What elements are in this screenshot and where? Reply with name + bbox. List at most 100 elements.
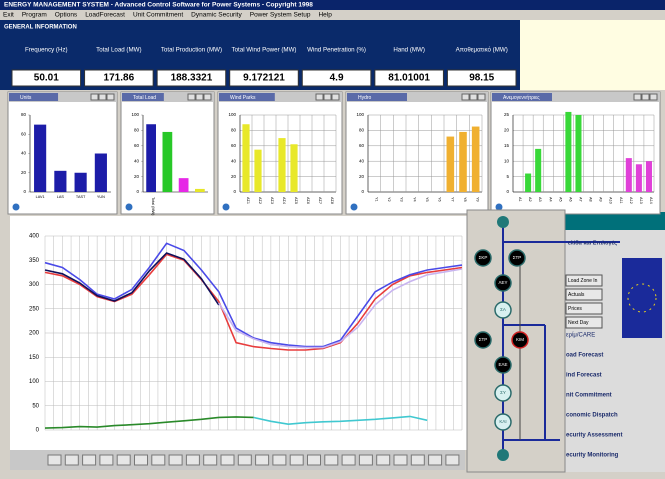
window-button[interactable] [323, 93, 332, 101]
window-button[interactable] [649, 93, 658, 101]
title-bar [0, 0, 665, 10]
hour-button[interactable] [237, 454, 252, 466]
window-button[interactable] [315, 93, 324, 101]
bar [278, 138, 286, 192]
node[interactable] [474, 249, 492, 267]
hour-button[interactable] [151, 454, 166, 466]
info-value: 81.01001 [388, 73, 430, 84]
menu-item[interactable]: Dynamic Security [191, 12, 242, 19]
hour-button[interactable] [445, 454, 460, 466]
node[interactable] [511, 331, 529, 349]
help-icon[interactable] [350, 203, 358, 211]
hour-button[interactable] [220, 454, 235, 466]
hour-button[interactable] [255, 454, 270, 466]
panel-title-bar [218, 92, 342, 102]
node[interactable] [494, 384, 512, 402]
node[interactable] [494, 356, 512, 374]
hour-button[interactable] [99, 454, 114, 466]
window-button[interactable] [187, 93, 196, 101]
hour-button[interactable] [376, 454, 391, 466]
node-label: ΕΛΕ [498, 362, 507, 367]
hour-button[interactable] [393, 454, 408, 466]
hour-button[interactable] [203, 454, 218, 466]
hour-button[interactable] [341, 454, 356, 466]
hour-button[interactable] [289, 454, 304, 466]
y-tick-label: 60 [231, 143, 237, 148]
side-menu [565, 212, 665, 472]
window-button[interactable] [98, 93, 107, 101]
panel-frame [7, 91, 118, 215]
menu-item[interactable]: Exit [3, 12, 14, 19]
window-button[interactable] [331, 93, 340, 101]
hour-button[interactable] [324, 454, 339, 466]
hour-button[interactable] [185, 454, 200, 466]
menu-item[interactable]: Unit Commitment [133, 12, 183, 19]
window-button[interactable] [477, 93, 486, 101]
window-button[interactable] [106, 93, 115, 101]
hour-button[interactable] [82, 454, 97, 466]
side-item[interactable]: ecurity Monitoring [566, 453, 619, 459]
y-tick-label: 40 [231, 158, 237, 163]
node[interactable] [494, 413, 512, 431]
window-button[interactable] [90, 93, 99, 101]
x-tick-label: Υ2 [387, 197, 391, 202]
y-tick-label: 50 [32, 403, 39, 409]
menu-item[interactable]: Help [318, 12, 332, 19]
y-tick-label: 300 [29, 282, 40, 288]
window-button[interactable] [469, 93, 478, 101]
side-item[interactable]: conomic Dispatch [566, 413, 618, 419]
hour-button[interactable] [428, 454, 443, 466]
y-tick-label: 15 [504, 143, 510, 148]
window-button[interactable] [641, 93, 650, 101]
hour-button[interactable] [272, 454, 287, 466]
window-title: ENERGY MANAGEMENT SYSTEM - Advanced Cont… [4, 2, 313, 9]
help-icon[interactable] [495, 203, 503, 211]
bar [254, 149, 262, 192]
hour-button[interactable] [307, 454, 321, 466]
hour-button[interactable] [116, 454, 131, 466]
node[interactable] [494, 301, 512, 319]
window-button[interactable] [195, 93, 204, 101]
bar [525, 173, 532, 192]
hour-button[interactable] [410, 454, 425, 466]
bar [178, 178, 189, 192]
info-label: Total Wind Power (MW) [232, 47, 297, 54]
hour-button[interactable] [134, 454, 148, 466]
info-value: 4.9 [330, 73, 344, 84]
side-button[interactable] [565, 316, 603, 329]
menu-item[interactable]: Power System Setup [250, 12, 311, 19]
help-icon[interactable] [222, 203, 230, 211]
panel-title: Units [20, 95, 32, 101]
window-button[interactable] [203, 93, 212, 101]
window-button[interactable] [461, 93, 470, 101]
hour-button[interactable] [47, 454, 62, 466]
y-tick-label: 80 [134, 128, 140, 133]
info-label: Αποθεματικό (MW) [456, 47, 508, 54]
help-icon[interactable] [125, 203, 133, 211]
hour-button[interactable] [168, 454, 183, 466]
y-tick-label: 0 [233, 189, 236, 194]
side-item[interactable]: ind Forecast [566, 373, 602, 379]
value-box [11, 69, 82, 87]
x-tick-label: Α2 [528, 197, 532, 202]
node[interactable] [508, 249, 526, 267]
y-tick-label: 40 [359, 158, 365, 163]
side-item[interactable]: nit Commitment [566, 393, 612, 399]
logo-stars [627, 283, 657, 313]
node[interactable] [474, 331, 492, 349]
menu-item[interactable]: LoadForecast [85, 12, 125, 19]
side-item[interactable]: ecurity Assessment [566, 433, 622, 439]
side-item[interactable]: ερίμ/CARE [566, 333, 595, 339]
panel-title-bar [491, 92, 660, 102]
window-button[interactable] [633, 93, 642, 101]
node[interactable] [494, 274, 512, 292]
menu-item[interactable]: Options [55, 12, 78, 19]
hour-button[interactable] [358, 454, 373, 466]
hour-button[interactable] [64, 454, 79, 466]
menu-item[interactable]: Program [22, 12, 47, 19]
side-item[interactable]: oad Forecast [566, 353, 603, 359]
side-button[interactable] [565, 274, 603, 287]
help-icon[interactable] [12, 203, 20, 211]
side-button[interactable] [565, 288, 603, 301]
side-button[interactable] [565, 302, 603, 315]
